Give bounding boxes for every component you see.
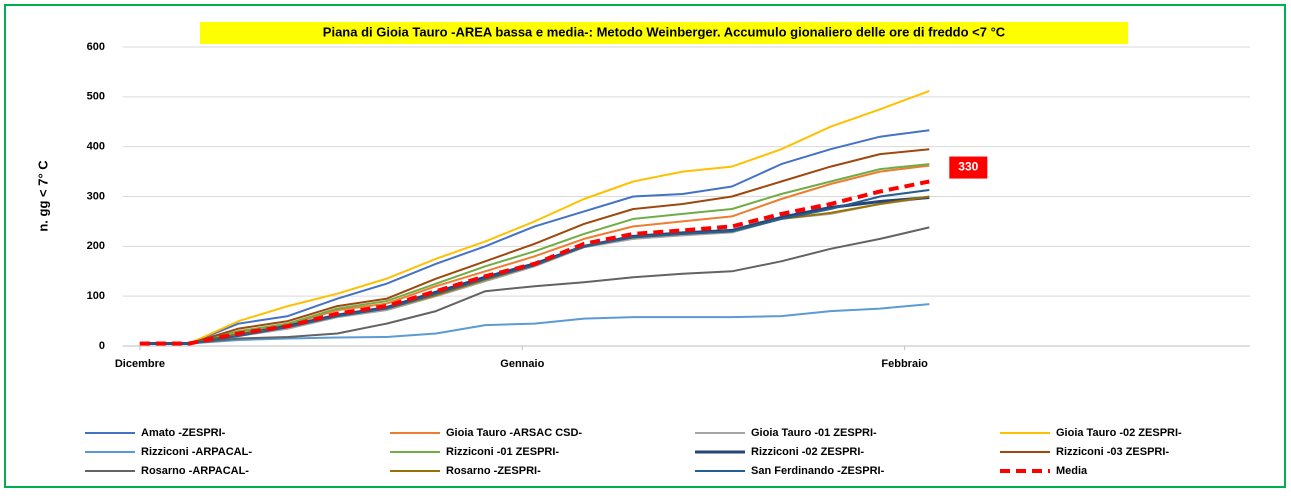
- series-line: [139, 89, 930, 345]
- data-label: 330: [958, 160, 978, 174]
- series-line: [139, 129, 930, 345]
- series-line: [139, 163, 930, 345]
- y-tick-label: 0: [99, 340, 105, 352]
- series-line: [139, 148, 930, 345]
- chart-title: Piana di Gioia Tauro -AREA bassa e media…: [323, 24, 1006, 39]
- y-tick-label: 400: [87, 141, 105, 153]
- y-tick-label: 300: [87, 190, 105, 202]
- legend-label: Rizziconi -01 ZESPRI-: [446, 446, 559, 458]
- x-tick-label: Febbraio: [881, 358, 928, 370]
- y-tick-label: 600: [87, 41, 105, 53]
- legend-label: Media: [1056, 465, 1088, 477]
- x-tick-label: Gennaio: [500, 358, 544, 370]
- y-tick-label: 200: [87, 240, 105, 252]
- legend-label: Rizziconi -02 ZESPRI-: [751, 446, 864, 458]
- series-line: [139, 179, 930, 346]
- y-tick-label: 500: [87, 91, 105, 103]
- legend-label: Rizziconi -03 ZESPRI-: [1056, 446, 1169, 458]
- legend-label: Rosarno -ARPACAL-: [141, 465, 249, 477]
- title-highlight: [200, 22, 1128, 44]
- legend-label: Gioia Tauro -01 ZESPRI-: [751, 427, 877, 439]
- y-tick-label: 100: [87, 290, 105, 302]
- legend-label: San Ferdinando -ZESPRI-: [751, 465, 885, 477]
- y-axis-label: n. gg < 7° C: [35, 160, 50, 232]
- legend-label: Rosarno -ZESPRI-: [446, 465, 541, 477]
- series-line: [139, 303, 930, 345]
- series-line: [139, 226, 930, 345]
- legend-label: Amato -ZESPRI-: [141, 427, 226, 439]
- x-tick-label: Dicembre: [115, 358, 165, 370]
- legend-label: Gioia Tauro -02 ZESPRI-: [1056, 427, 1182, 439]
- legend-label: Rizziconi -ARPACAL-: [141, 446, 252, 458]
- legend-label: Gioia Tauro -ARSAC CSD-: [446, 427, 582, 439]
- data-label-box: [949, 156, 988, 179]
